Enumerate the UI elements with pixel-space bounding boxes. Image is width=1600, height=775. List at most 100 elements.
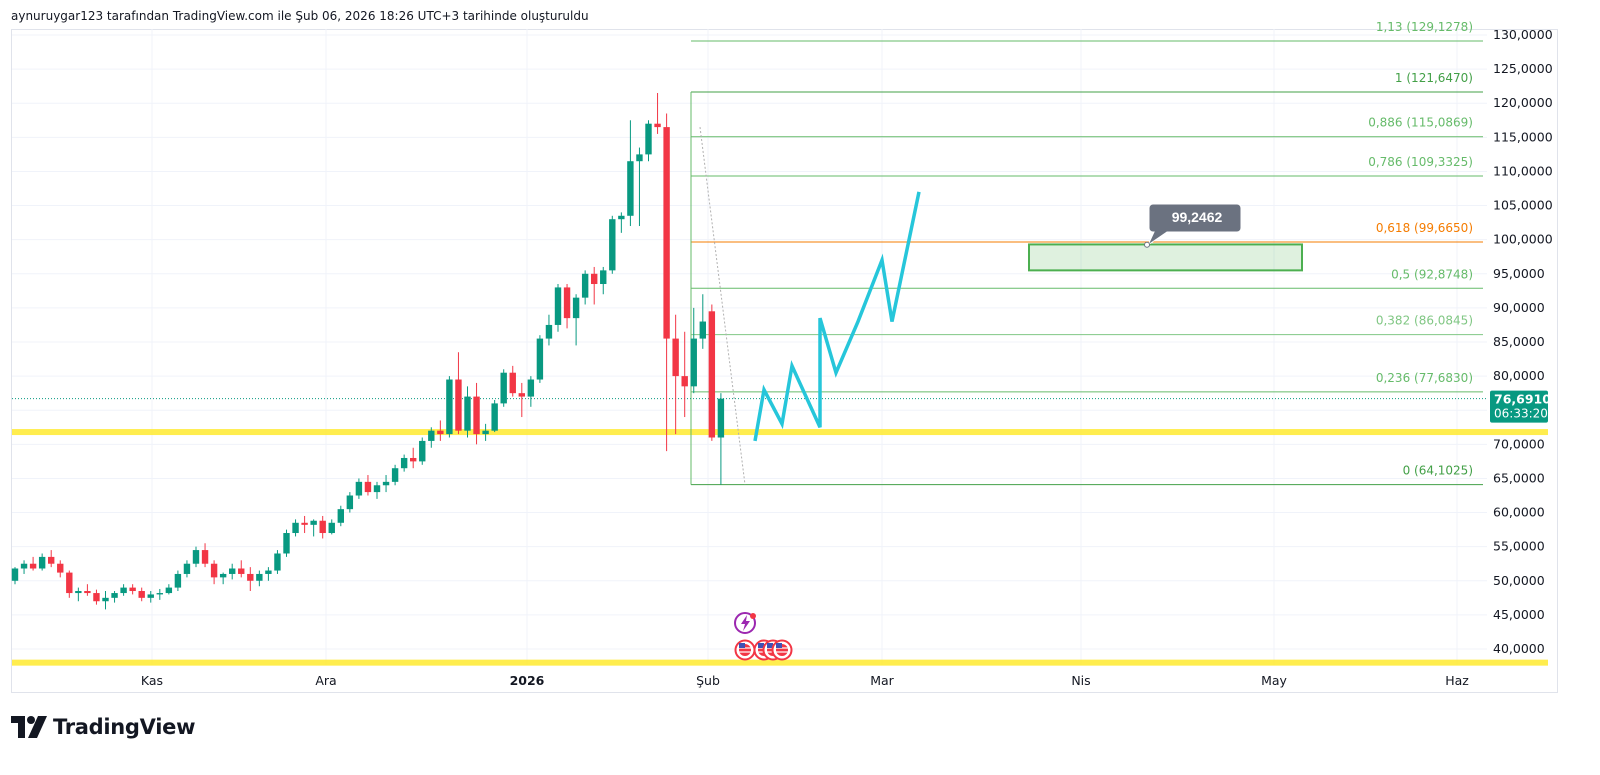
candle[interactable] xyxy=(229,563,236,580)
us-flag-event-icon[interactable] xyxy=(771,639,793,661)
candle[interactable] xyxy=(410,447,417,469)
candle-body xyxy=(310,520,317,525)
callout-anchor xyxy=(1144,241,1150,248)
candle[interactable] xyxy=(672,314,679,435)
candle[interactable] xyxy=(627,120,634,227)
candle[interactable] xyxy=(165,584,173,595)
candle[interactable] xyxy=(192,546,200,568)
candle[interactable] xyxy=(301,515,308,534)
candle-body xyxy=(690,338,697,387)
target-zone-box[interactable] xyxy=(1028,243,1303,272)
candle[interactable] xyxy=(636,147,643,227)
candle[interactable] xyxy=(645,120,652,162)
candle[interactable] xyxy=(609,215,616,274)
current-price-tag[interactable] xyxy=(1490,390,1548,423)
candle[interactable] xyxy=(373,481,381,499)
candle[interactable] xyxy=(156,588,163,600)
candle[interactable] xyxy=(473,382,480,445)
candle[interactable] xyxy=(400,454,408,472)
candle[interactable] xyxy=(120,584,127,596)
candle[interactable] xyxy=(319,515,326,539)
candle[interactable] xyxy=(328,519,335,535)
candle[interactable] xyxy=(518,382,525,418)
candle-body xyxy=(446,379,453,435)
candle[interactable] xyxy=(428,427,435,448)
candle[interactable] xyxy=(690,307,697,394)
candle[interactable] xyxy=(419,437,426,465)
candle[interactable] xyxy=(57,560,64,578)
earnings-marker[interactable] xyxy=(734,612,756,634)
fib-level-label: 1,13 (129,1278) xyxy=(1376,20,1473,34)
candle[interactable] xyxy=(283,529,290,557)
candle[interactable] xyxy=(219,572,227,585)
candle[interactable] xyxy=(20,560,28,574)
candle[interactable] xyxy=(310,519,317,537)
candle[interactable] xyxy=(337,505,344,527)
candle[interactable] xyxy=(699,294,706,349)
candle[interactable] xyxy=(509,365,516,397)
candle[interactable] xyxy=(238,560,245,578)
candle[interactable] xyxy=(708,304,716,441)
price-tick-label: 105,0000 xyxy=(1493,198,1553,213)
candle[interactable] xyxy=(247,567,254,592)
candle[interactable] xyxy=(292,519,299,537)
candle[interactable] xyxy=(102,591,109,610)
candle-body xyxy=(419,440,426,462)
us-flag-event-icon[interactable] xyxy=(734,639,756,661)
candle[interactable] xyxy=(210,560,218,585)
candle[interactable] xyxy=(265,567,272,581)
candle[interactable] xyxy=(536,335,544,383)
candle[interactable] xyxy=(138,587,145,602)
support-line[interactable] xyxy=(12,659,1548,666)
candle[interactable] xyxy=(364,475,372,496)
candle[interactable] xyxy=(346,492,354,513)
support-line[interactable] xyxy=(12,429,1548,436)
candle[interactable] xyxy=(437,420,444,441)
candle[interactable] xyxy=(29,556,37,571)
candle[interactable] xyxy=(274,550,281,574)
candle[interactable] xyxy=(491,399,498,433)
candle[interactable] xyxy=(572,294,580,346)
projection-path-line[interactable] xyxy=(753,191,921,442)
candle[interactable] xyxy=(500,369,507,407)
candle[interactable] xyxy=(717,393,725,485)
candle[interactable] xyxy=(38,553,46,571)
candle[interactable] xyxy=(256,570,263,587)
candle[interactable] xyxy=(147,591,154,603)
candle[interactable] xyxy=(11,567,19,585)
candle[interactable] xyxy=(563,284,571,329)
candle[interactable] xyxy=(446,376,453,438)
tradingview-logo[interactable]: TradingView xyxy=(11,713,195,741)
candle[interactable] xyxy=(654,92,661,134)
time-tick-label: Mar xyxy=(870,673,894,688)
candle[interactable] xyxy=(464,386,471,438)
candle[interactable] xyxy=(355,478,363,499)
candle[interactable] xyxy=(554,284,562,332)
candle[interactable] xyxy=(581,270,589,305)
candle[interactable] xyxy=(174,570,182,592)
candle[interactable] xyxy=(391,464,399,486)
candle[interactable] xyxy=(66,570,73,598)
projection-path xyxy=(753,191,921,442)
candle[interactable] xyxy=(600,266,607,295)
candle[interactable] xyxy=(455,352,462,435)
candle[interactable] xyxy=(129,584,136,595)
candle[interactable] xyxy=(48,550,55,568)
candle[interactable] xyxy=(545,314,553,346)
candle[interactable] xyxy=(618,212,625,233)
candle[interactable] xyxy=(201,543,209,568)
candle[interactable] xyxy=(93,589,100,605)
candle[interactable] xyxy=(111,591,118,603)
candle[interactable] xyxy=(75,587,82,602)
candle[interactable] xyxy=(382,475,390,493)
candle[interactable] xyxy=(591,266,598,305)
candle[interactable] xyxy=(663,113,670,452)
candle[interactable] xyxy=(681,331,688,418)
candle-body xyxy=(120,587,127,594)
candle-body xyxy=(699,321,706,339)
candle[interactable] xyxy=(527,376,535,407)
candle[interactable] xyxy=(84,584,91,596)
candle[interactable] xyxy=(482,423,489,441)
candle[interactable] xyxy=(183,560,191,578)
